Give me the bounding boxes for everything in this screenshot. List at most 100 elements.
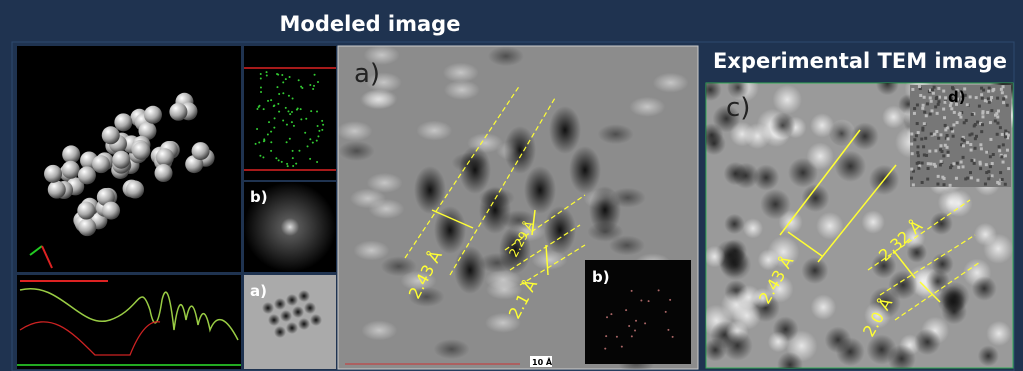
noise (985, 171, 988, 174)
noise (986, 111, 989, 114)
blob (724, 162, 747, 185)
blob (744, 123, 770, 149)
noise (1002, 143, 1005, 146)
noise (910, 132, 913, 135)
dot (267, 133, 269, 135)
atom (132, 142, 150, 160)
dot (260, 77, 262, 79)
blob (443, 63, 479, 83)
noise (970, 176, 973, 179)
noise (999, 126, 1002, 129)
noise (1004, 183, 1007, 186)
blob (722, 330, 752, 360)
noise (930, 100, 933, 103)
dot (292, 157, 294, 159)
noise (916, 162, 919, 165)
atom (169, 103, 187, 121)
noise (916, 122, 919, 125)
noise (1001, 178, 1004, 181)
noise (966, 141, 969, 144)
blob (488, 46, 524, 66)
noise (940, 150, 943, 153)
noise (944, 96, 947, 99)
noise (981, 123, 984, 126)
dot (300, 108, 302, 110)
blob (811, 294, 837, 320)
blob (353, 240, 389, 260)
dot (289, 138, 291, 140)
dot (286, 124, 288, 126)
noise (969, 143, 972, 146)
noise (916, 151, 919, 154)
dot (286, 163, 288, 165)
noise (987, 97, 990, 100)
atom (144, 106, 162, 124)
dot (322, 124, 324, 126)
dot (258, 106, 260, 108)
noise (988, 87, 991, 90)
noise (917, 154, 920, 157)
spot (644, 322, 646, 324)
noise (931, 109, 934, 112)
dot (298, 150, 300, 152)
noise (1002, 101, 1005, 104)
noise (974, 123, 977, 126)
spot (640, 300, 642, 302)
dot (270, 150, 272, 152)
spot (605, 335, 607, 337)
dot (288, 95, 290, 97)
noise (944, 144, 947, 147)
noise (981, 97, 984, 100)
noise (984, 183, 987, 186)
noise (1004, 135, 1007, 138)
noise (921, 162, 924, 165)
noise (919, 94, 922, 97)
noise (962, 165, 965, 168)
blob (569, 146, 601, 194)
blob (310, 314, 322, 326)
noise (921, 129, 924, 132)
blob (504, 126, 536, 174)
blob (367, 173, 403, 193)
noise (920, 138, 923, 141)
noise (942, 154, 945, 157)
blob (361, 320, 397, 340)
dot (287, 110, 289, 112)
spot (621, 346, 623, 348)
dot (277, 74, 279, 76)
dot (270, 131, 272, 133)
blob (653, 73, 689, 93)
dot (263, 138, 265, 140)
dot (321, 129, 323, 131)
noise (925, 114, 928, 117)
noise (978, 105, 981, 108)
noise (994, 119, 997, 122)
noise (917, 167, 920, 170)
noise (947, 151, 950, 154)
noise (932, 92, 935, 95)
blob (292, 306, 304, 318)
panel-label: b) (592, 268, 610, 286)
noise (979, 143, 982, 146)
noise (966, 103, 969, 106)
noise (912, 183, 915, 186)
noise (952, 123, 955, 126)
noise (916, 145, 919, 148)
noise (911, 88, 914, 91)
dot (273, 105, 275, 107)
noise (923, 122, 926, 125)
blob (983, 234, 1013, 264)
blob (801, 257, 828, 284)
noise (942, 90, 945, 93)
noise (926, 178, 929, 181)
blob (861, 210, 884, 233)
blob (434, 339, 470, 359)
noise (980, 93, 983, 96)
blob (268, 314, 280, 326)
dot (317, 135, 319, 137)
noise (965, 119, 968, 122)
blob (753, 164, 779, 190)
dot (266, 75, 268, 77)
noise (949, 184, 952, 187)
dot (259, 155, 261, 157)
